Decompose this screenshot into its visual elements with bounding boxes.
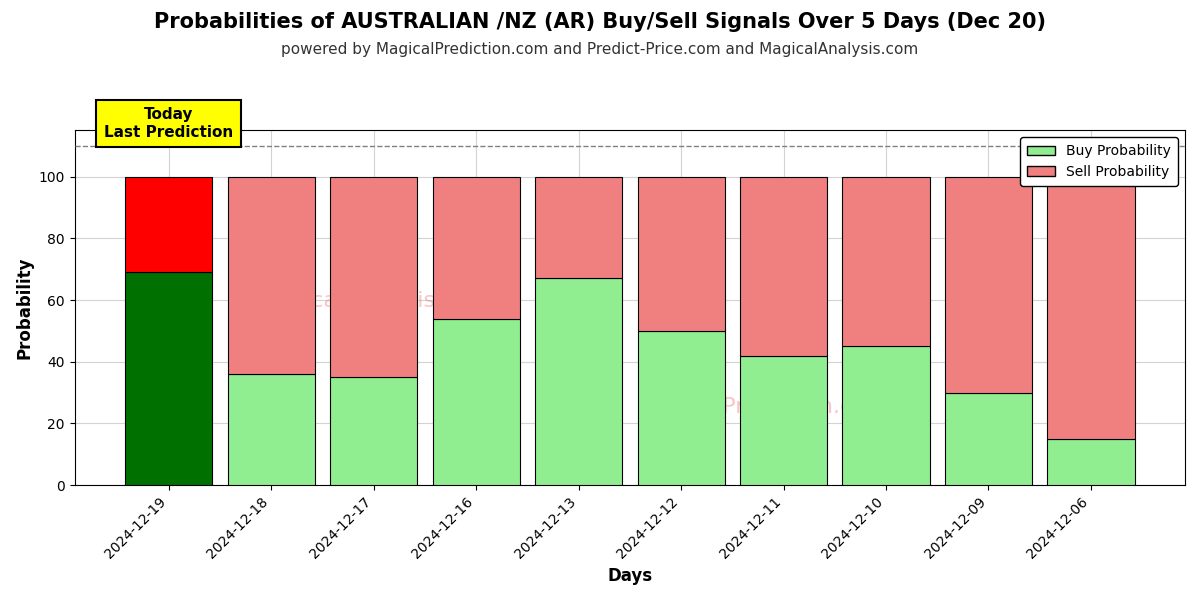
Text: powered by MagicalPrediction.com and Predict-Price.com and MagicalAnalysis.com: powered by MagicalPrediction.com and Pre… [281,42,919,57]
Text: MagicalPrediction.com: MagicalPrediction.com [638,397,888,417]
Bar [842,346,930,485]
Text: Today
Last Prediction: Today Last Prediction [104,107,233,140]
Bar [535,176,622,278]
Bar [330,377,418,485]
Bar [228,374,314,485]
Bar [740,176,827,356]
Bar [535,278,622,485]
Bar [330,176,418,377]
Bar [1048,439,1134,485]
Text: Probabilities of AUSTRALIAN /NZ (AR) Buy/Sell Signals Over 5 Days (Dec 20): Probabilities of AUSTRALIAN /NZ (AR) Buy… [154,12,1046,32]
Y-axis label: Probability: Probability [16,257,34,359]
Bar [637,176,725,331]
Bar [740,356,827,485]
X-axis label: Days: Days [607,567,653,585]
Bar [228,176,314,374]
Bar [1048,176,1134,439]
Bar [125,272,212,485]
Bar [637,331,725,485]
Bar [944,176,1032,392]
Text: MagicalAnalysis.com: MagicalAnalysis.com [259,290,491,311]
Bar [842,176,930,346]
Bar [944,392,1032,485]
Bar [125,176,212,272]
Bar [432,319,520,485]
Bar [432,176,520,319]
Legend: Buy Probability, Sell Probability: Buy Probability, Sell Probability [1020,137,1178,186]
